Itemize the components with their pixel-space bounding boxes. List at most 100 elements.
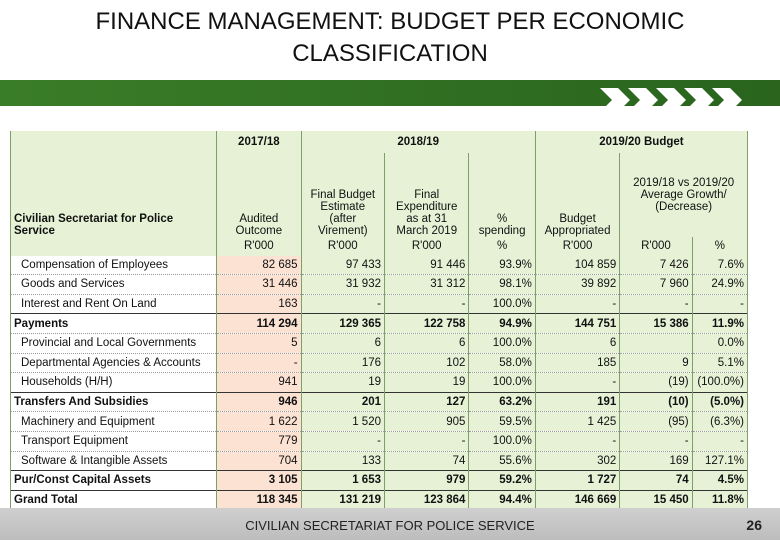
header-line: Audited — [239, 213, 279, 225]
table-row: Machinery and Equipment 1 622 1 520 905 59.5… — [9, 411, 749, 432]
row-value: 905 — [383, 411, 470, 432]
row-value: 1 425 — [534, 411, 621, 432]
row-value: - — [534, 431, 621, 452]
row-value: 59.5% — [468, 411, 536, 432]
row-value: 941 — [216, 372, 302, 393]
unit-cell: R'000 — [619, 237, 693, 256]
table-row: Transport Equipment 779- -100.0% - - - — [9, 431, 749, 452]
row-value: 15 450 — [619, 489, 693, 511]
row-value: - — [691, 294, 749, 315]
row-value: 123 864 — [383, 489, 470, 511]
header-pct-spending: % spending — [468, 153, 536, 237]
row-value: 1 727 — [534, 470, 621, 491]
row-value: 302 — [534, 451, 621, 472]
table-row: Provincial and Local Governments 5 6 6 100.0… — [9, 333, 749, 354]
unit-cell: % — [691, 237, 749, 256]
header-line: Final Budget — [310, 189, 376, 201]
header-line: as at 31 — [406, 213, 448, 225]
header-line: Expenditure — [396, 201, 458, 213]
header-line: (Decrease) — [655, 201, 713, 213]
header-line: (after — [329, 213, 357, 225]
title-line-2: CLASSIFICATION — [292, 40, 488, 67]
row-value: 58.0% — [468, 353, 536, 374]
unit-blank — [9, 237, 218, 256]
row-label: Payments — [9, 313, 218, 334]
row-value: 31 446 — [216, 274, 302, 295]
table-row: Departmental Agencies & Accounts -176 102 5… — [9, 353, 749, 374]
year-header-2018-19: 2018/19 — [300, 131, 536, 153]
row-value: 9 — [619, 353, 693, 374]
unit-cell: R'000 — [534, 237, 621, 256]
row-label: Departmental Agencies & Accounts — [9, 353, 218, 374]
header-final-budget: Final Budget Estimate (after Virement) — [300, 153, 386, 237]
row-value: (19) — [619, 372, 693, 393]
header-line: Outcome — [235, 225, 283, 237]
row-value: 100.0% — [468, 333, 536, 354]
row-value: - — [534, 294, 621, 315]
row-value: 118 345 — [216, 489, 302, 511]
page-title: FINANCE MANAGEMENT: BUDGET PER ECONOMIC … — [0, 6, 780, 70]
table-row: Goods and Services 31 446 31 932 31 312 98.1… — [9, 274, 749, 295]
row-value: 7 960 — [619, 274, 693, 295]
row-value: 201 — [300, 391, 386, 413]
table-row: Interest and Rent On Land 163- -100.0% - - - — [9, 294, 749, 315]
footer-bar: CIVILIAN SECRETARIAT FOR POLICE SERVICE … — [0, 508, 780, 540]
row-value: 39 892 — [534, 274, 621, 295]
row-value: (100.0%) — [691, 372, 749, 393]
row-value: 19 — [300, 372, 386, 393]
row-value: 1 622 — [216, 411, 302, 432]
header-final-expenditure: Final Expenditure as at 31 March 2019 — [383, 153, 470, 237]
row-value: 91 446 — [383, 255, 470, 276]
row-value: (5.0%) — [691, 391, 749, 413]
header-line: Average Growth/ — [640, 189, 727, 201]
header-audited: Audited Outcome — [216, 153, 302, 237]
footer-text: CIVILIAN SECRETARIAT FOR POLICE SERVICE — [245, 518, 535, 533]
row-value: 6 — [300, 333, 386, 354]
header-label-line: Civilian Secretariat for Police — [14, 213, 174, 225]
row-value: 7 426 — [619, 255, 693, 276]
row-value: 94.9% — [468, 313, 536, 334]
row-value — [619, 333, 693, 354]
unit-cell: R'000 — [216, 237, 302, 256]
row-value: 946 — [216, 391, 302, 413]
unit-cell: R'000 — [383, 237, 470, 256]
header-line: March 2019 — [396, 225, 458, 237]
row-value: - — [619, 431, 693, 452]
row-value: 100.0% — [468, 372, 536, 393]
row-value: 6 — [383, 333, 470, 354]
row-value: - — [300, 431, 386, 452]
header-blank — [9, 131, 218, 153]
row-value: 131 219 — [300, 489, 386, 511]
header-line: Appropriated — [544, 225, 611, 237]
row-label: Compensation of Employees — [9, 255, 218, 276]
row-value: 127 — [383, 391, 470, 413]
year-header-2017-18: 2017/18 — [216, 131, 302, 153]
row-value: 1 653 — [300, 470, 386, 491]
unit-cell: R'000 — [300, 237, 386, 256]
header-line: Estimate — [320, 201, 366, 213]
row-value: 102 — [383, 353, 470, 374]
row-label: Transport Equipment — [9, 431, 218, 452]
row-label: Grand Total — [9, 489, 218, 511]
row-value: 704 — [216, 451, 302, 472]
header-line: % — [497, 213, 508, 225]
header-label: Civilian Secretariat for Police Service — [9, 153, 218, 237]
row-label: Machinery and Equipment — [9, 411, 218, 432]
row-value: 185 — [534, 353, 621, 374]
row-value: (6.3%) — [691, 411, 749, 432]
row-value: - — [691, 431, 749, 452]
row-value: 31 312 — [383, 274, 470, 295]
row-value: 31 932 — [300, 274, 386, 295]
row-value: 129 365 — [300, 313, 386, 334]
row-value: 144 751 — [534, 313, 621, 334]
row-label: Software & Intangible Assets — [9, 451, 218, 472]
row-value: - — [383, 431, 470, 452]
row-value: 98.1% — [468, 274, 536, 295]
table-row: Households (H/H) 941 19 19 100.0% - (19) (100.0… — [9, 372, 749, 393]
row-value: 93.9% — [468, 255, 536, 276]
row-value: 11.9% — [691, 313, 749, 334]
row-value: 15 386 — [619, 313, 693, 334]
row-value: 176 — [300, 353, 386, 374]
row-value: 5.1% — [691, 353, 749, 374]
year-header-2019-20: 2019/20 Budget — [534, 131, 749, 153]
